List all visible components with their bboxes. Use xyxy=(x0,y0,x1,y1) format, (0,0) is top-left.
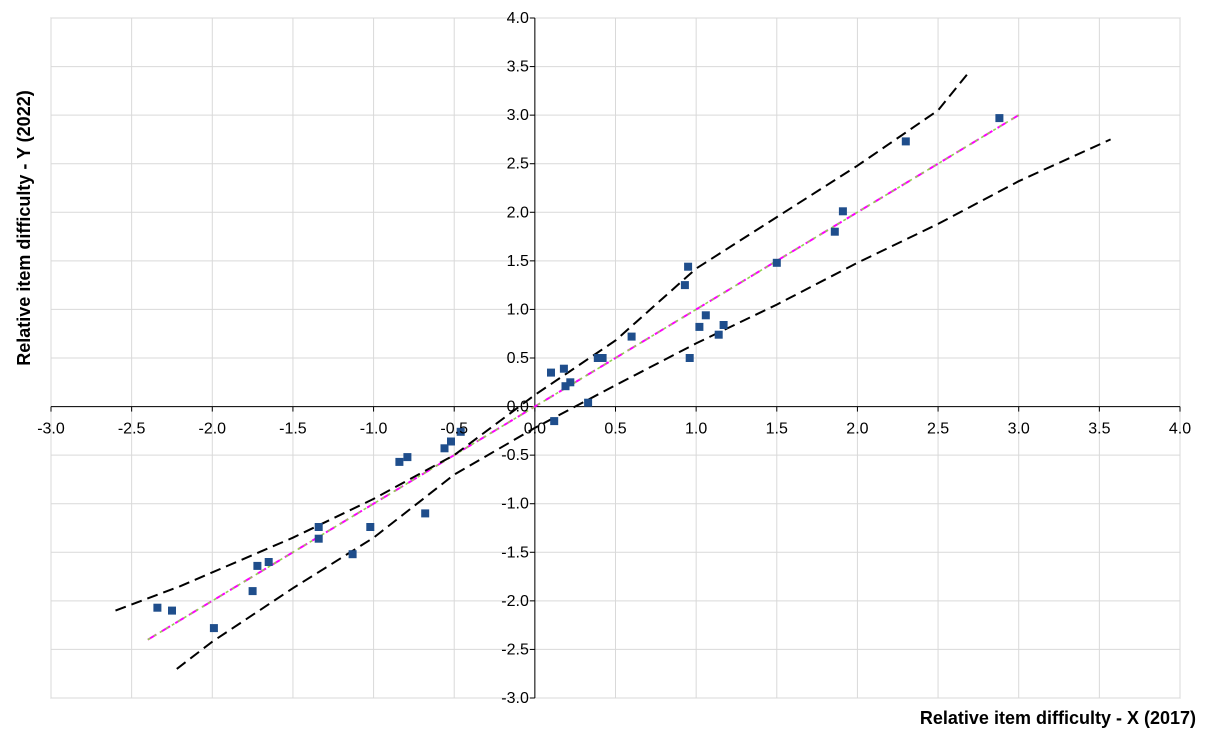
data-point xyxy=(627,332,636,341)
data-point xyxy=(253,561,262,570)
data-point xyxy=(547,368,555,377)
data-point xyxy=(598,354,607,362)
x-axis-title: Relative item difficulty - X (2017) xyxy=(920,708,1196,728)
y-tick-label: -2.0 xyxy=(501,593,529,610)
data-point xyxy=(838,207,847,216)
series-lines xyxy=(115,69,1112,670)
data-point xyxy=(456,427,465,436)
y-tick-label: -3.0 xyxy=(501,690,529,707)
x-tick-label: 3.0 xyxy=(1008,421,1030,438)
x-tick-label: 2.5 xyxy=(927,421,949,438)
y-tick-label: 3.5 xyxy=(507,59,529,76)
identity-line-dotted xyxy=(147,114,1020,641)
data-point xyxy=(395,457,404,466)
x-tick-label: -1.0 xyxy=(360,421,388,438)
data-point xyxy=(830,227,839,236)
x-tick-label: 4.0 xyxy=(1169,421,1191,438)
x-tick-label: -0.5 xyxy=(440,421,468,438)
x-tick-label: -2.0 xyxy=(198,421,226,438)
x-tick-label: 3.5 xyxy=(1088,421,1110,438)
y-axis-title: Relative item difficulty - Y (2022) xyxy=(14,90,34,365)
data-point xyxy=(719,321,728,329)
data-point xyxy=(901,137,910,146)
x-tick-label: 2.0 xyxy=(846,421,868,438)
tick-labels: -3.0 -2.5 -2.0 -1.5 -1.0 -0.5 0.0 0.5 1.0 1.5 2.0 2… xyxy=(37,10,1191,707)
data-point xyxy=(314,523,323,531)
data-point xyxy=(550,417,559,426)
data-point xyxy=(264,558,273,566)
data-point xyxy=(772,258,781,267)
x-tick-label: -2.5 xyxy=(118,421,146,438)
y-tick-label: 2.5 xyxy=(507,156,529,173)
y-tick-label: 1.5 xyxy=(507,253,529,270)
data-point xyxy=(995,114,1004,123)
data-point xyxy=(701,311,710,320)
data-point xyxy=(566,378,575,387)
data-point xyxy=(561,382,570,391)
data-point xyxy=(440,444,449,453)
data-point xyxy=(248,587,257,596)
confidence-band-line xyxy=(115,69,972,612)
data-point xyxy=(314,534,323,543)
x-tick-label: 1.0 xyxy=(685,421,707,438)
y-tick-label: -1.0 xyxy=(501,496,529,513)
data-point xyxy=(684,262,693,271)
data-point xyxy=(593,354,602,362)
y-tick-label: 0.0 xyxy=(507,399,529,416)
data-point xyxy=(559,364,568,373)
axes xyxy=(50,17,1181,699)
x-tick-label: 0.5 xyxy=(604,421,626,438)
y-tick-label: 1.0 xyxy=(507,301,529,318)
data-point xyxy=(584,398,593,407)
data-point xyxy=(168,606,176,615)
data-point xyxy=(348,550,357,559)
data-point xyxy=(680,281,689,290)
data-point xyxy=(685,354,694,362)
confidence-band-line xyxy=(176,138,1112,670)
data-point xyxy=(366,523,375,531)
identity-line-dashed xyxy=(147,114,1020,641)
x-tick-label: 1.5 xyxy=(766,421,788,438)
y-tick-label: -1.5 xyxy=(501,544,529,561)
x-tick-label: -3.0 xyxy=(37,421,65,438)
y-tick-label: -0.5 xyxy=(501,447,529,464)
y-tick-label: -2.5 xyxy=(501,641,529,658)
data-point xyxy=(209,624,218,633)
y-tick-label: 0.5 xyxy=(507,350,529,367)
data-point xyxy=(714,330,723,339)
y-tick-label: 4.0 xyxy=(507,10,529,27)
data-point xyxy=(447,437,455,446)
data-point xyxy=(403,453,412,462)
data-point xyxy=(421,509,430,518)
y-tick-label: 2.0 xyxy=(507,204,529,221)
data-points xyxy=(153,114,1004,633)
data-point xyxy=(695,322,704,331)
data-point xyxy=(153,603,162,612)
x-tick-label: -1.5 xyxy=(279,421,307,438)
y-tick-label: 3.0 xyxy=(507,107,529,124)
x-tick-label: 0.0 xyxy=(524,421,546,438)
